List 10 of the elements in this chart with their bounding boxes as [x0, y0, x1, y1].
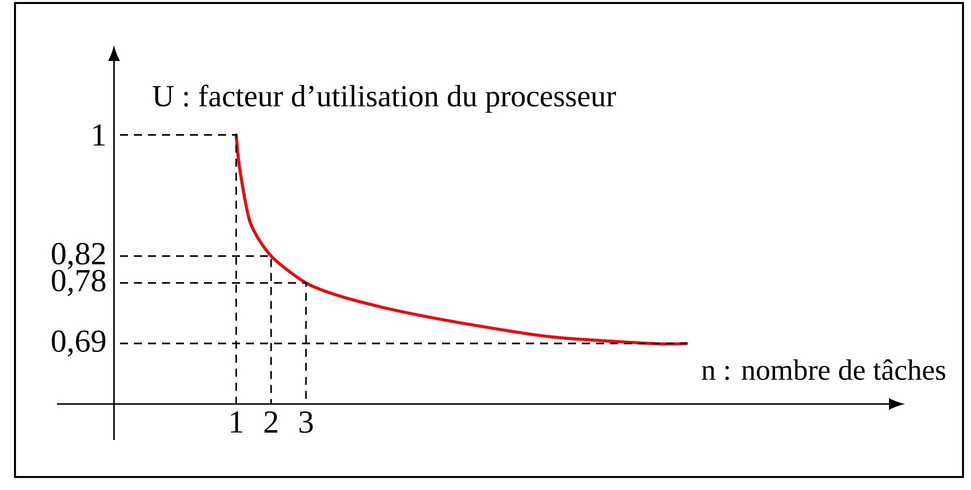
x-axis-title: n : nombre de tâches: [702, 359, 946, 380]
y-tick-label: 0,82: [52, 242, 105, 270]
x-tick-label: 3: [300, 411, 313, 433]
y-tick-label: 1: [93, 124, 105, 146]
line-series: [234, 133, 688, 346]
y-tick-label: 0,78: [52, 270, 106, 296]
y-tick-label: 0,69: [52, 330, 106, 357]
x-tick-label: 2: [264, 411, 278, 433]
x-tick-label: 1: [230, 411, 242, 432]
y-axis-title: U : facteur d’utilisation du processeur: [152, 84, 616, 113]
